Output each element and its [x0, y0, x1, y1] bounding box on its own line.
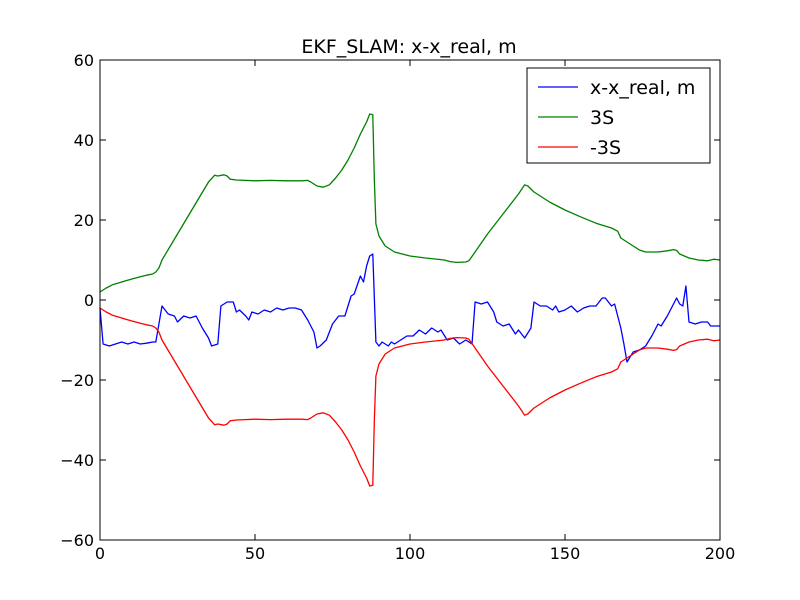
x-tick-label-4: 200 — [705, 544, 736, 563]
ticks-layer: 0 50 100 150 200 −60 −40 −20 0 20 40 60 — [60, 51, 735, 563]
chart-title: EKF_SLAM: x-x_real, m — [301, 36, 516, 58]
series-line-0 — [99, 253, 720, 363]
x-tick-label-0: 0 — [95, 544, 105, 563]
x-tick-label-3: 150 — [550, 544, 581, 563]
y-tick-label-3: 0 — [84, 291, 94, 310]
series-line-2 — [99, 307, 721, 487]
y-tick-label-2: −20 — [60, 371, 94, 390]
legend: x-x_real, m 3S -3S — [526, 67, 711, 164]
y-tick-label-1: −40 — [60, 451, 94, 470]
legend-label-2: -3S — [590, 137, 621, 159]
legend-label-0: x-x_real, m — [590, 77, 695, 99]
y-tick-label-5: 40 — [74, 131, 94, 150]
x-tick-label-2: 100 — [395, 544, 426, 563]
y-tick-label-0: −60 — [60, 531, 94, 550]
series-layer — [99, 113, 721, 487]
y-tick-label-4: 20 — [74, 211, 94, 230]
y-tick-label-6: 60 — [74, 51, 94, 70]
x-tick-label-1: 50 — [245, 544, 265, 563]
legend-label-1: 3S — [590, 107, 614, 129]
series-line-1 — [99, 113, 721, 293]
